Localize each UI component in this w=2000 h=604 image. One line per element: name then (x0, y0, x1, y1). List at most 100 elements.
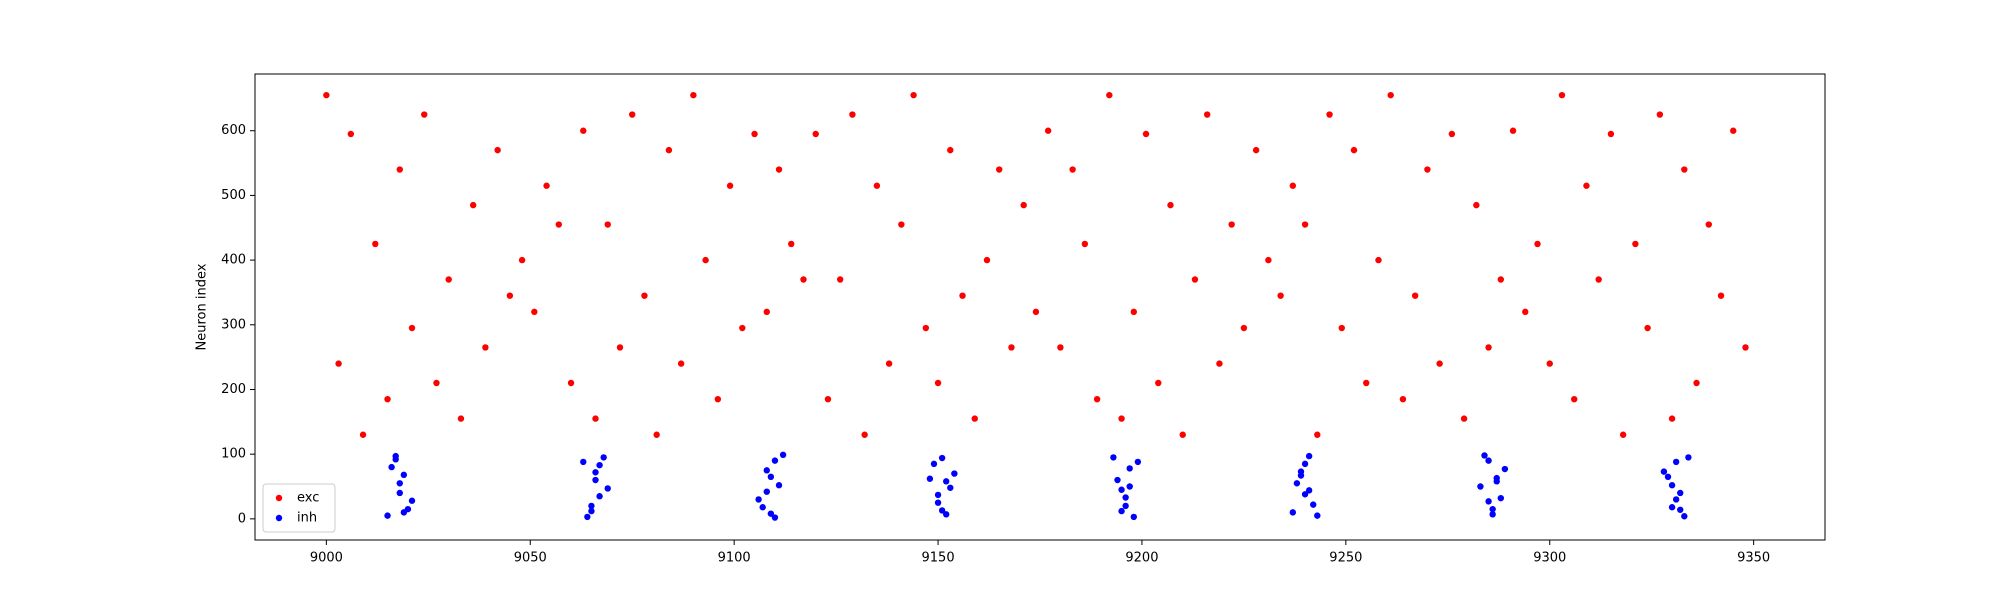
point (1375, 256, 1382, 264)
point (779, 451, 787, 459)
point (555, 221, 563, 228)
y-tick-label: 0 (238, 511, 246, 526)
point (930, 460, 938, 468)
point (1338, 324, 1345, 332)
point (1681, 513, 1688, 520)
point (677, 360, 685, 367)
point (1672, 496, 1680, 503)
point (518, 256, 526, 264)
point (1387, 91, 1394, 99)
point (1134, 458, 1142, 466)
point (400, 471, 408, 479)
point (1130, 513, 1137, 521)
point (1008, 344, 1015, 351)
point (1477, 483, 1484, 490)
point (1032, 308, 1040, 316)
point (1534, 240, 1541, 248)
point (580, 127, 587, 134)
point (1301, 491, 1309, 498)
point (1289, 509, 1297, 516)
point (1126, 465, 1133, 472)
plot-frame (254, 73, 1826, 541)
point (396, 480, 403, 487)
point (947, 484, 954, 491)
y-tick-label: 100 (221, 447, 246, 462)
point (861, 431, 868, 438)
point (938, 507, 946, 514)
point (1191, 276, 1199, 283)
point (836, 276, 844, 283)
point (1142, 130, 1150, 138)
point (445, 276, 452, 283)
point (400, 509, 408, 516)
x-tick-label: 9350 (1737, 551, 1770, 566)
point (771, 514, 779, 521)
point (1571, 395, 1578, 403)
point (1167, 201, 1174, 209)
point (934, 499, 942, 506)
point (588, 507, 595, 515)
point (1501, 465, 1509, 473)
point (1644, 324, 1651, 332)
point (1677, 489, 1684, 497)
x-tick-label: 9300 (1533, 551, 1566, 566)
point (1277, 292, 1284, 299)
point (726, 182, 734, 189)
point (1485, 457, 1492, 464)
point (1122, 502, 1129, 510)
point (775, 166, 783, 173)
point (1489, 505, 1496, 513)
point (653, 431, 660, 438)
point (1350, 146, 1358, 154)
point (347, 130, 355, 138)
point (1314, 512, 1321, 519)
point (1118, 486, 1125, 493)
point (665, 146, 673, 154)
point (1668, 482, 1676, 489)
point (1297, 468, 1305, 475)
point (592, 476, 599, 484)
point (629, 111, 636, 118)
legend-marker (275, 494, 283, 502)
y-tick-label: 500 (221, 188, 246, 203)
point (1473, 201, 1480, 209)
point (1155, 379, 1162, 387)
point (910, 91, 917, 99)
point (959, 292, 966, 299)
point (1546, 360, 1553, 367)
point (763, 467, 770, 474)
point (759, 504, 766, 511)
point (359, 431, 367, 438)
y-tick-label: 200 (221, 382, 246, 397)
point (1672, 458, 1680, 466)
x-tick-label: 9000 (310, 551, 343, 566)
point (885, 360, 893, 367)
point (1632, 240, 1639, 248)
point (1693, 379, 1700, 387)
point (1310, 501, 1317, 508)
point (384, 395, 391, 403)
point (1509, 127, 1517, 134)
point (584, 513, 591, 521)
point (763, 488, 770, 495)
point (934, 379, 942, 387)
point (1730, 127, 1737, 134)
point (396, 166, 403, 173)
point (943, 478, 950, 485)
point (1497, 494, 1505, 502)
legend-label: exc (297, 491, 319, 506)
point (1668, 415, 1676, 422)
point (1717, 292, 1725, 299)
point (1705, 221, 1712, 228)
point (421, 111, 428, 118)
point (1118, 507, 1125, 515)
point (1265, 256, 1272, 264)
point (767, 473, 775, 481)
point (938, 454, 946, 462)
point (898, 221, 905, 228)
point (372, 240, 379, 248)
point (506, 292, 514, 299)
point (1619, 431, 1627, 438)
point (1497, 276, 1505, 283)
point (1228, 221, 1235, 228)
